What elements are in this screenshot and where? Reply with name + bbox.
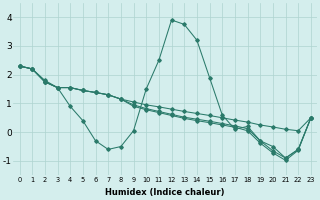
X-axis label: Humidex (Indice chaleur): Humidex (Indice chaleur) (106, 188, 225, 197)
